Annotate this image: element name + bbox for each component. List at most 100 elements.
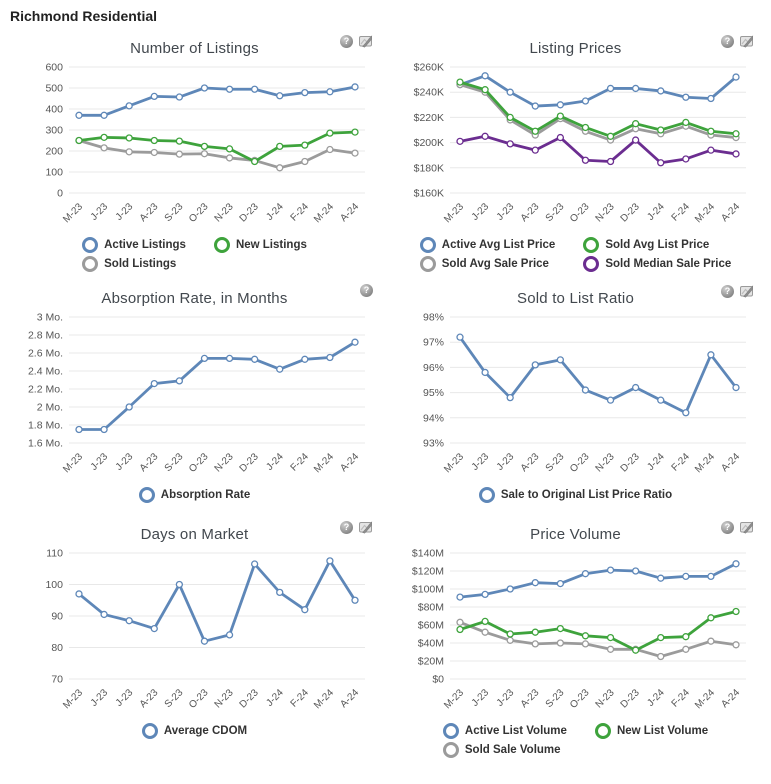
- svg-text:F-24: F-24: [288, 687, 311, 710]
- svg-text:A-24: A-24: [719, 201, 742, 224]
- legend-label: Average CDOM: [163, 725, 248, 737]
- legend-ring-icon: [82, 256, 99, 272]
- series-sold-sale-volume: [455, 618, 740, 661]
- legend-ring-icon: [594, 723, 611, 739]
- legend-ring-icon: [419, 256, 436, 272]
- chart-tools-icon[interactable]: [739, 34, 754, 48]
- series-active-avg-list-price: [455, 72, 740, 110]
- svg-text:O-23: O-23: [187, 451, 211, 475]
- svg-text:J-23: J-23: [88, 451, 110, 473]
- chart-legend: Sale to Original List Price Ratio: [385, 487, 766, 508]
- svg-text:0: 0: [57, 188, 63, 200]
- y-axis-labels: 110 100 90 80 70: [45, 548, 63, 686]
- svg-text:N-23: N-23: [593, 451, 616, 474]
- legend-label: New Listings: [235, 239, 307, 251]
- svg-text:80: 80: [51, 642, 63, 654]
- chart-tools-icon[interactable]: [358, 520, 373, 534]
- chart-days-on-market: ? Days on Market 110 100 90 80 70 M-23 J-23 J-2…: [4, 512, 385, 762]
- legend-label: New List Volume: [616, 725, 709, 737]
- svg-text:$0: $0: [432, 674, 444, 686]
- x-axis-labels: M-23 J-23 J-23 A-23 S-23 O-23 N-23 D-23 J-24 F-24…: [61, 451, 361, 475]
- svg-text:J-24: J-24: [264, 201, 286, 223]
- chart-legend: Absorption Rate: [4, 487, 385, 508]
- legend-ring-icon: [419, 237, 436, 253]
- svg-text:$60M: $60M: [417, 620, 443, 632]
- series-sold-avg-list-price: [455, 78, 740, 140]
- series-absorption-rate: [74, 338, 359, 434]
- help-icon[interactable]: ?: [340, 34, 353, 48]
- svg-text:A-24: A-24: [719, 451, 742, 474]
- legend-label: Sale to Original List Price Ratio: [500, 489, 673, 501]
- page-header: Richmond Residential: [0, 0, 771, 26]
- svg-text:M-23: M-23: [61, 451, 85, 475]
- svg-text:J-23: J-23: [494, 201, 516, 223]
- legend-item[interactable]: Sold Avg List Price: [583, 237, 709, 253]
- help-icon[interactable]: ?: [360, 284, 373, 297]
- svg-text:M-24: M-24: [312, 201, 336, 225]
- y-axis-labels: 600 500 400 300 200 100 0: [45, 62, 63, 200]
- legend-label: Sold Avg Sale Price: [441, 258, 549, 270]
- legend-item[interactable]: New Listings: [213, 237, 307, 253]
- legend-label: Active List Volume: [464, 725, 567, 737]
- svg-text:F-24: F-24: [288, 201, 311, 224]
- legend-item[interactable]: Sold Median Sale Price: [583, 256, 731, 272]
- help-icon[interactable]: ?: [721, 284, 734, 298]
- svg-text:J-23: J-23: [469, 201, 491, 223]
- svg-text:J-23: J-23: [88, 687, 110, 709]
- svg-text:D-23: D-23: [237, 201, 260, 224]
- legend-item[interactable]: Active List Volume: [442, 723, 567, 739]
- svg-text:S-23: S-23: [162, 451, 185, 474]
- chart-actions: ?: [360, 284, 373, 297]
- legend-ring-icon: [478, 487, 495, 503]
- help-icon[interactable]: ?: [721, 34, 734, 48]
- svg-text:2.2 Mo.: 2.2 Mo.: [27, 384, 62, 396]
- svg-text:600: 600: [45, 62, 63, 74]
- y-axis-labels: $260K $240K $220K $200K $180K $160K: [413, 62, 443, 200]
- chart-tools-icon[interactable]: [358, 34, 373, 48]
- legend-item[interactable]: Sold Avg Sale Price: [419, 256, 549, 272]
- svg-text:M-24: M-24: [693, 201, 717, 225]
- svg-text:1.6 Mo.: 1.6 Mo.: [27, 438, 62, 450]
- svg-text:D-23: D-23: [237, 687, 260, 710]
- svg-text:90: 90: [51, 611, 63, 623]
- chart-tools-icon[interactable]: [739, 284, 754, 298]
- legend-item[interactable]: Sold Sale Volume: [442, 742, 561, 758]
- svg-text:J-23: J-23: [88, 201, 110, 223]
- y-axis-labels: 3 Mo. 2.8 Mo. 2.6 Mo. 2.4 Mo. 2.2 Mo. 2 Mo. 1.…: [27, 312, 62, 450]
- legend-item[interactable]: Active Listings: [82, 237, 186, 253]
- series-new-listings: [74, 128, 359, 166]
- svg-text:J-23: J-23: [494, 451, 516, 473]
- legend-item[interactable]: New List Volume: [594, 723, 709, 739]
- help-icon[interactable]: ?: [721, 520, 734, 534]
- legend-item[interactable]: Active Avg List Price: [419, 237, 555, 253]
- legend-item[interactable]: Absorption Rate: [138, 487, 250, 503]
- gridlines: [449, 316, 746, 444]
- legend-ring-icon: [583, 256, 600, 272]
- x-axis-labels: M-23 J-23 J-23 A-23 S-23 O-23 N-23 D-23 J-24 F-24…: [442, 201, 742, 225]
- svg-text:100: 100: [45, 579, 63, 591]
- chart-absorption-rate: ? Absorption Rate, in Months 3 Mo. 2.8 Mo…: [4, 276, 385, 512]
- chart-title: Sold to List Ratio: [517, 290, 634, 307]
- svg-text:97%: 97%: [422, 337, 443, 349]
- svg-text:J-24: J-24: [264, 687, 286, 709]
- legend-item[interactable]: Average CDOM: [141, 723, 248, 739]
- chart-tools-icon[interactable]: [739, 520, 754, 534]
- chart-title: Absorption Rate, in Months: [101, 290, 288, 307]
- chart-legend: Active Listings New Listings Sold Listings: [4, 237, 385, 272]
- svg-text:$160K: $160K: [413, 188, 443, 200]
- chart-legend: Active List Volume New List Volume Sold Sa…: [385, 723, 766, 758]
- chart-plot: $140M$120M$100M$80M$60M$40M$20M$0M-23 J-2…: [411, 548, 746, 711]
- gridlines: [68, 552, 365, 680]
- svg-text:J-23: J-23: [113, 451, 135, 473]
- legend-item[interactable]: Sale to Original List Price Ratio: [478, 487, 673, 503]
- y-axis-labels: 98% 97% 96% 95% 94% 93%: [422, 312, 443, 450]
- svg-text:95%: 95%: [422, 387, 443, 399]
- svg-text:100: 100: [45, 167, 63, 179]
- help-icon[interactable]: ?: [340, 520, 353, 534]
- svg-text:96%: 96%: [422, 362, 443, 374]
- legend-item[interactable]: Sold Listings: [82, 256, 176, 272]
- svg-text:A-23: A-23: [518, 451, 541, 474]
- svg-text:J-24: J-24: [645, 687, 667, 709]
